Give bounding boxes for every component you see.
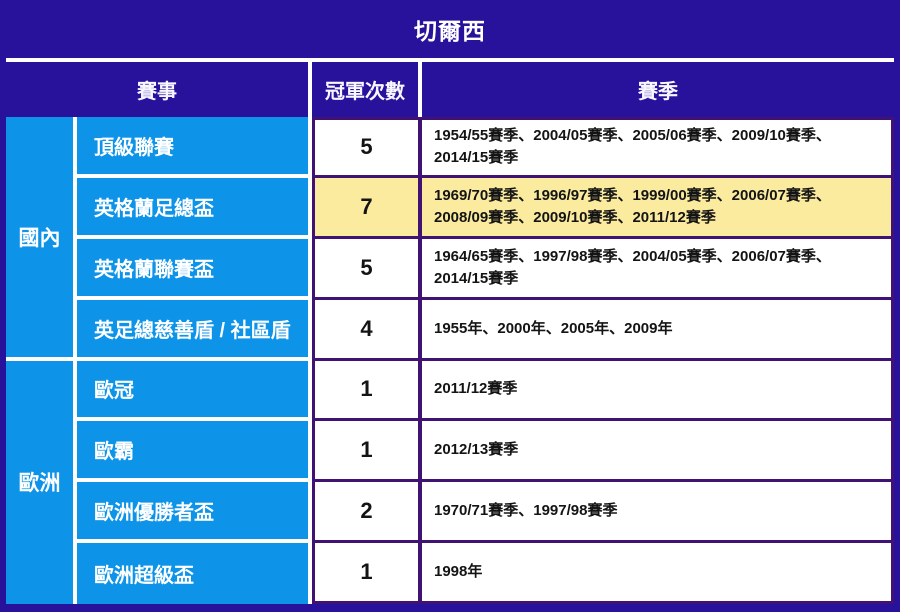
competition-cell: 頂級聯賽 [77, 117, 308, 178]
seasons-cell: 1970/71賽季、1997/98賽季 [422, 482, 894, 544]
count-cell: 1 [312, 360, 422, 422]
header-season: 賽季 [638, 81, 678, 103]
seasons-cell: 1964/65賽季、1997/98賽季、2004/05賽季、2006/07賽季、… [422, 238, 894, 300]
table-body: 國內 頂級聯賽 5 1954/55賽季、2004/05賽季、2005/06賽季、200… [6, 117, 894, 604]
title-divider [6, 58, 894, 62]
count-column-divider [308, 117, 312, 604]
competition-cell: 歐霸 [77, 421, 308, 483]
header-event: 賽事 [137, 81, 177, 103]
group-cell: 國內 [6, 117, 73, 361]
group-column-divider [73, 117, 77, 604]
page-title: 切爾西 [414, 18, 486, 44]
count-cell: 5 [312, 238, 422, 300]
competition-cell: 歐洲超級盃 [77, 543, 308, 604]
count-cell: 4 [312, 299, 422, 361]
competition-cell: 歐冠 [77, 360, 308, 422]
seasons-cell: 1955年、2000年、2005年、2009年 [422, 299, 894, 361]
count-cell: 7 [312, 177, 422, 239]
competition-cell: 英格蘭足總盃 [77, 177, 308, 239]
competition-cell: 英格蘭聯賽盃 [77, 238, 308, 300]
seasons-cell: 1969/70賽季、1996/97賽季、1999/00賽季、2006/07賽季、… [422, 177, 894, 239]
group-cell: 歐洲 [6, 360, 73, 604]
seasons-cell: 2011/12賽季 [422, 360, 894, 422]
count-cell: 1 [312, 543, 422, 604]
header-count: 冠軍次數 [312, 62, 422, 117]
count-cell: 1 [312, 421, 422, 483]
competition-cell: 英足總慈善盾 / 社區盾 [77, 299, 308, 361]
seasons-cell: 2012/13賽季 [422, 421, 894, 483]
seasons-cell: 1998年 [422, 543, 894, 604]
count-cell: 2 [312, 482, 422, 544]
seasons-cell: 1954/55賽季、2004/05賽季、2005/06賽季、2009/10賽季、… [422, 117, 894, 178]
header-column-divider [308, 62, 312, 117]
table-header: 賽事 冠軍次數 賽季 [6, 62, 894, 117]
count-cell: 5 [312, 117, 422, 178]
competition-cell: 歐洲優勝者盃 [77, 482, 308, 544]
